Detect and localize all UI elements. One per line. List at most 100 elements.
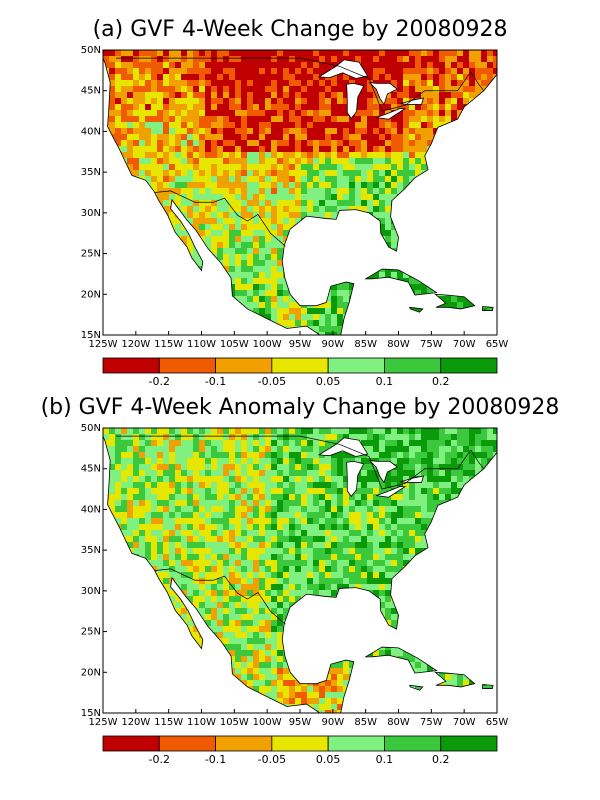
map-cell [433,500,439,506]
map-cell [307,218,313,224]
map-cell [133,206,139,212]
map-cell [493,440,497,446]
map-cell [433,110,439,116]
map-cell [295,254,301,260]
map-cell [223,224,229,230]
map-cell [115,458,121,464]
map-cell [439,188,445,194]
map-cell [445,488,451,494]
map-cell [427,482,433,488]
map-cell [379,146,385,152]
map-cell [229,464,235,470]
map-cell [217,530,223,536]
map-cell [175,194,181,200]
map-cell [169,146,175,152]
map-cell [331,554,337,560]
map-cell [295,470,301,476]
map-cell [469,566,475,572]
map-cell [463,110,469,116]
map-cell [367,530,373,536]
map-cell [403,248,409,254]
map-cell [181,134,187,140]
map-cell [349,158,355,164]
map-cell [223,464,229,470]
map-cell [463,320,469,326]
map-cell [187,188,193,194]
map-cell [199,464,205,470]
map-cell [295,548,301,554]
map-cell [403,566,409,572]
map-cell [337,56,343,62]
map-cell [475,254,481,260]
map-cell [247,536,253,542]
map-cell [259,302,265,308]
map-cell [445,476,451,482]
map-cell [487,320,493,326]
map-cell [151,548,157,554]
map-cell [493,506,497,512]
map-cell [289,548,295,554]
map-cell [169,434,175,440]
map-cell [439,494,445,500]
map-cell [319,284,325,290]
map-cell [253,302,259,308]
map-cell [337,182,343,188]
map-cell [319,56,325,62]
map-cell [133,146,139,152]
map-cell [325,56,331,62]
map-cell [241,446,247,452]
map-cell [313,572,319,578]
map-cell [259,278,265,284]
map-cell [145,578,151,584]
map-cell [355,494,361,500]
map-cell [415,110,421,116]
map-cell [151,488,157,494]
map-cell [403,158,409,164]
map-cell [325,230,331,236]
map-cell [427,62,433,68]
map-cell [337,470,343,476]
map-cell [421,512,427,518]
map-cell [301,536,307,542]
map-cell [235,164,241,170]
map-cell [265,320,271,326]
map-cell [169,488,175,494]
map-cell [421,74,427,80]
map-cell [445,86,451,92]
map-cell [343,206,349,212]
map-cell [361,116,367,122]
map-cell [457,134,463,140]
map-cell [307,512,313,518]
map-cell [343,290,349,296]
map-cell [115,548,121,554]
map-cell [151,272,157,278]
map-cell [343,128,349,134]
map-cell [199,140,205,146]
map-cell [259,224,265,230]
map-cell [433,440,439,446]
map-cell [325,98,331,104]
map-cell [115,464,121,470]
map-cell [337,116,343,122]
map-cell [421,320,427,326]
map-cell [115,500,121,506]
map-cell [223,98,229,104]
map-cell [349,50,355,56]
map-cell [283,464,289,470]
map-cell [307,302,313,308]
map-cell [277,242,283,248]
map-cell [139,248,145,254]
map-cell [271,254,277,260]
map-cell [331,98,337,104]
map-cell [199,98,205,104]
map-cell [343,476,349,482]
map-cell [217,506,223,512]
panel-title: (b) GVF 4-Week Anomaly Change by 2008092… [41,395,560,420]
map-cell [103,182,109,188]
map-cell [193,476,199,482]
map-cell [379,128,385,134]
map-cell [451,440,457,446]
map-cell [217,434,223,440]
map-cell [235,188,241,194]
map-cell [283,158,289,164]
